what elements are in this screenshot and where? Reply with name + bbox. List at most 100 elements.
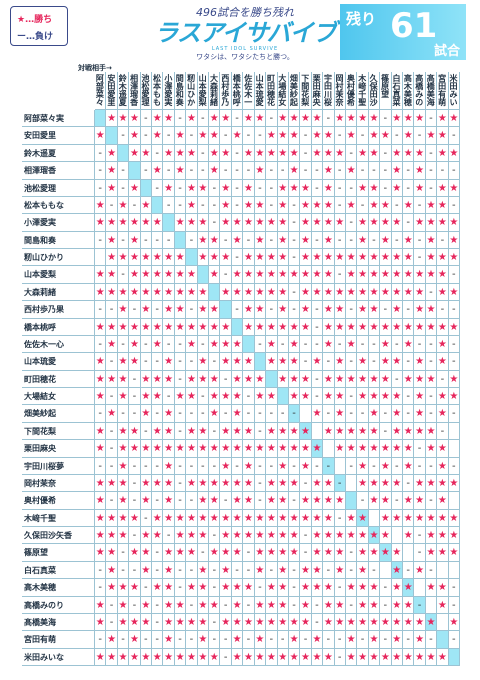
result-cell: ★ [402, 196, 415, 215]
result-cell: ★ [197, 648, 210, 666]
result-cell: - [186, 301, 198, 319]
result-cell: - [414, 544, 426, 562]
result-cell: ★ [266, 440, 278, 458]
result-cell: ★ [323, 544, 335, 562]
result-cell: - [345, 301, 358, 319]
result-cell: ★ [254, 283, 267, 302]
result-cell: ★ [152, 422, 164, 441]
result-cell: ★ [106, 214, 118, 232]
result-cell: ★ [163, 544, 175, 562]
result-cell: ★ [220, 318, 232, 336]
result-cell: - [140, 422, 153, 441]
result-cell: ★ [266, 335, 278, 354]
result-cell: - [334, 335, 346, 354]
result-cell: - [311, 613, 324, 632]
result-cell: - [414, 231, 426, 249]
result-cell: ★ [414, 648, 426, 666]
result-cell: ★ [254, 561, 267, 580]
result-cell: - [163, 162, 175, 180]
result-cell: ★ [414, 492, 426, 510]
result-cell: ★ [323, 474, 335, 493]
result-cell: ★ [357, 283, 369, 302]
result-cell: ★ [391, 631, 403, 649]
result-cell: ★ [277, 648, 289, 666]
result-cell: - [129, 370, 141, 388]
result-cell: ★ [266, 214, 278, 232]
result-cell: - [117, 544, 130, 562]
legend-win: ★…勝ち [17, 15, 53, 25]
result-cell: ★ [277, 249, 289, 267]
logo-text: ラスアイサバイブ [154, 19, 336, 47]
result-cell: ★ [448, 474, 460, 493]
result-cell: ★ [311, 144, 324, 163]
result-cell: - [220, 631, 232, 649]
result-cell: ★ [448, 179, 460, 197]
result-cell: ★ [95, 353, 107, 371]
result-cell: - [266, 301, 278, 319]
result-cell: ★ [380, 474, 392, 493]
result-cell: - [243, 231, 255, 249]
column-name: 米田みいな [448, 72, 460, 110]
row-name: 鈴木遥夏 [22, 144, 95, 163]
result-cell: ★ [448, 214, 460, 232]
row-name: 高橋みのり [22, 596, 95, 614]
result-cell: - [129, 405, 141, 423]
result-cell: - [448, 335, 460, 354]
result-cell: - [140, 579, 153, 597]
result-cell: ★ [129, 144, 141, 163]
result-cell: - [95, 457, 107, 475]
result-cell: ★ [209, 474, 221, 493]
result-cell: ★ [117, 474, 130, 493]
result-cell: ★ [402, 127, 415, 145]
column-name: 山本愛梨 [197, 72, 210, 110]
result-cell: - [174, 457, 187, 475]
result-cell: ★ [140, 196, 153, 215]
result-cell: ★ [117, 492, 130, 510]
result-cell: ★ [437, 110, 449, 128]
result-cell: ★ [220, 457, 232, 475]
result-cell [437, 561, 449, 580]
result-cell: - [129, 474, 141, 493]
result-cell: ★ [140, 405, 153, 423]
result-cell: - [425, 162, 438, 180]
result-cell: ★ [95, 440, 107, 458]
result-cell: ★ [288, 474, 301, 493]
result-cell: ★ [277, 127, 289, 145]
result-cell: - [425, 457, 438, 475]
result-cell: - [231, 457, 244, 475]
result-cell: ★ [345, 335, 358, 354]
column-name: 栗田麻央 [311, 72, 324, 110]
result-cell: ★ [437, 214, 449, 232]
result-cell: ★ [300, 301, 312, 319]
result-cell: - [300, 353, 312, 371]
result-cell: - [300, 527, 312, 545]
result-cell: - [163, 196, 175, 215]
result-cell: ★ [254, 196, 267, 215]
result-cell: - [311, 179, 324, 197]
result-cell: - [152, 231, 164, 249]
result-cell: ★ [243, 144, 255, 163]
result-cell: - [345, 214, 358, 232]
result-cell: - [300, 335, 312, 354]
result-cell: ★ [357, 231, 369, 249]
result-cell: - [197, 196, 210, 215]
column-name: 西村歩乃果 [220, 72, 232, 110]
result-cell: ★ [391, 318, 403, 336]
result-cell: ★ [186, 214, 198, 232]
result-cell: ★ [288, 388, 301, 406]
result-cell: - [425, 492, 438, 510]
result-cell: - [448, 596, 460, 614]
result-cell: ★ [391, 509, 403, 527]
result-cell: ★ [357, 457, 369, 475]
result-cell: - [425, 283, 438, 302]
column-name: 畑美紗起 [288, 72, 301, 110]
result-cell: ★ [277, 596, 289, 614]
result-cell: ★ [414, 631, 426, 649]
result-cell: ★ [311, 474, 324, 493]
result-cell: ★ [402, 457, 415, 475]
result-cell: ★ [334, 613, 346, 632]
row-name: 大場結女 [22, 388, 95, 406]
result-cell: ★ [231, 214, 244, 232]
column-name: 篠原望 [380, 72, 392, 110]
result-cell: ★ [174, 162, 187, 180]
